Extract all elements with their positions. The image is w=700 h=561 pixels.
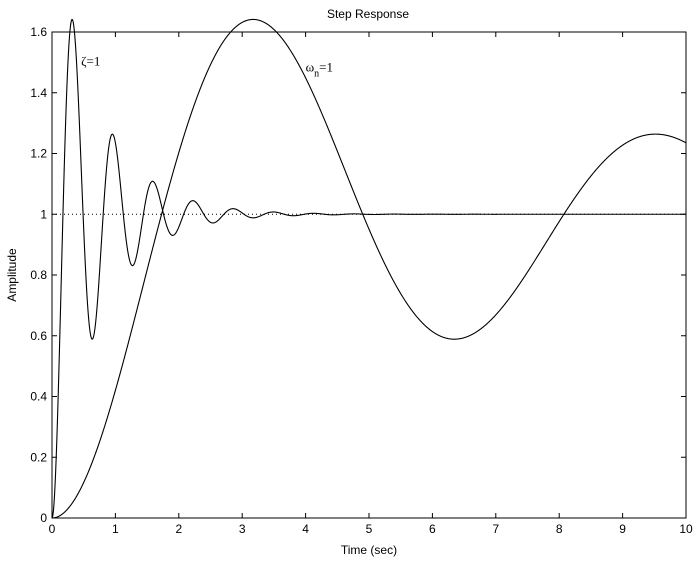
annotation-layer: ζ=1 ωn=1 [81, 53, 333, 79]
y-axis-label: Amplitude [5, 248, 19, 302]
x-axis-label: Time (sec) [341, 543, 397, 557]
y-tick-label: 0 [40, 511, 47, 525]
y-tick-label: 1.2 [30, 147, 47, 161]
x-tick-labels: 0 1 2 3 4 5 6 7 8 9 10 [49, 522, 693, 536]
series-line-1 [51, 18, 686, 519]
y-tick-label: 0.8 [30, 268, 47, 282]
y-tick-label: 1.4 [30, 86, 47, 100]
x-tick-label: 1 [112, 522, 119, 536]
tick-layer [51, 31, 687, 519]
x-tick-label: 6 [429, 522, 436, 536]
x-tick-label: 4 [302, 522, 309, 536]
plot-area [51, 18, 687, 519]
series-line-2 [52, 18, 687, 519]
chart-title: Step Response [327, 7, 409, 21]
x-tick-label: 7 [492, 522, 499, 536]
annotation-zeta: ζ=1 [81, 53, 100, 68]
x-tick-label: 2 [175, 522, 182, 536]
x-tick-label: 5 [366, 522, 373, 536]
x-tick-label: 8 [556, 522, 563, 536]
y-tick-label: 0.2 [30, 450, 47, 464]
x-tick-label: 9 [619, 522, 626, 536]
y-tick-label: 1 [40, 207, 47, 221]
y-tick-label: 0.6 [30, 329, 47, 343]
x-tick-label: 10 [679, 522, 693, 536]
x-tick-label: 3 [239, 522, 246, 536]
y-tick-labels: 0 0.2 0.4 0.6 0.8 1 1.2 1.4 1.6 [30, 25, 47, 525]
y-tick-label: 1.6 [30, 25, 47, 39]
series-layer [51, 18, 687, 519]
y-tick-label: 0.4 [30, 390, 47, 404]
annotation-omega: ωn=1 [306, 59, 333, 79]
x-tick-label: 0 [49, 522, 56, 536]
plot-frame [51, 31, 687, 519]
